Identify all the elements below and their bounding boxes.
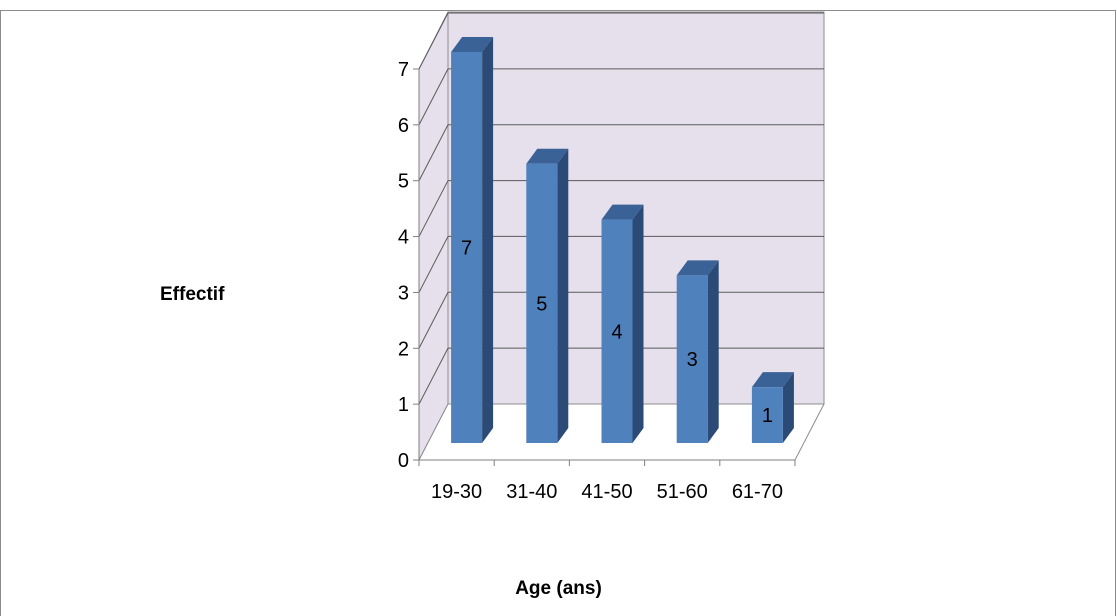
bar-data-label: 5 (536, 293, 547, 315)
bar (676, 275, 708, 443)
y-tick-label: 1 (398, 394, 409, 416)
bar-top (451, 37, 494, 52)
bar-side (482, 37, 494, 443)
y-axis-title: Effectif (160, 284, 225, 305)
bar-data-label: 7 (461, 238, 472, 260)
bar-group-19-30: 7 (451, 37, 494, 443)
bar-data-label: 1 (762, 405, 773, 427)
bar-top (751, 372, 794, 388)
y-tick-label: 7 (398, 59, 409, 81)
bar-side (557, 148, 569, 443)
gridline-side (418, 180, 449, 237)
gridline-side (418, 236, 449, 293)
gridline-side (418, 68, 449, 126)
bar-top (601, 204, 644, 220)
gridline-side (418, 292, 449, 349)
bar (451, 52, 483, 443)
gridline-side (418, 347, 449, 405)
x-tick-label: 41-50 (581, 481, 632, 503)
bar-side (782, 372, 794, 443)
bar (751, 387, 783, 443)
y-tick-label: 2 (398, 338, 409, 360)
gridline-side (418, 124, 449, 181)
bar-group-61-70: 1 (751, 372, 794, 443)
bar-group-51-60: 3 (676, 260, 719, 443)
bar (526, 163, 558, 443)
bar-group-41-50: 4 (601, 204, 644, 443)
bar-group-31-40: 5 (526, 148, 569, 443)
y-tick-label: 6 (398, 115, 409, 137)
x-tick-label: 51-60 (657, 481, 708, 503)
y-tick-label: 0 (398, 450, 409, 472)
x-tick-label: 31-40 (506, 481, 557, 503)
gridline-side (418, 12, 449, 70)
y-tick-label: 4 (398, 227, 409, 249)
x-tick-label: 61-70 (732, 481, 783, 503)
x-tick-label: 19-30 (431, 481, 482, 503)
y-tick-label: 3 (398, 282, 409, 304)
bar-data-label: 3 (687, 349, 698, 371)
bar-top (676, 260, 719, 276)
bar-side (707, 260, 719, 443)
y-tick-label: 5 (398, 171, 409, 193)
bar (601, 219, 633, 443)
bar-top (526, 148, 569, 164)
bar-side (632, 204, 644, 443)
x-axis-title: Age (ans) (515, 578, 602, 599)
side-wall (418, 11, 449, 461)
bar-data-label: 4 (611, 321, 622, 343)
